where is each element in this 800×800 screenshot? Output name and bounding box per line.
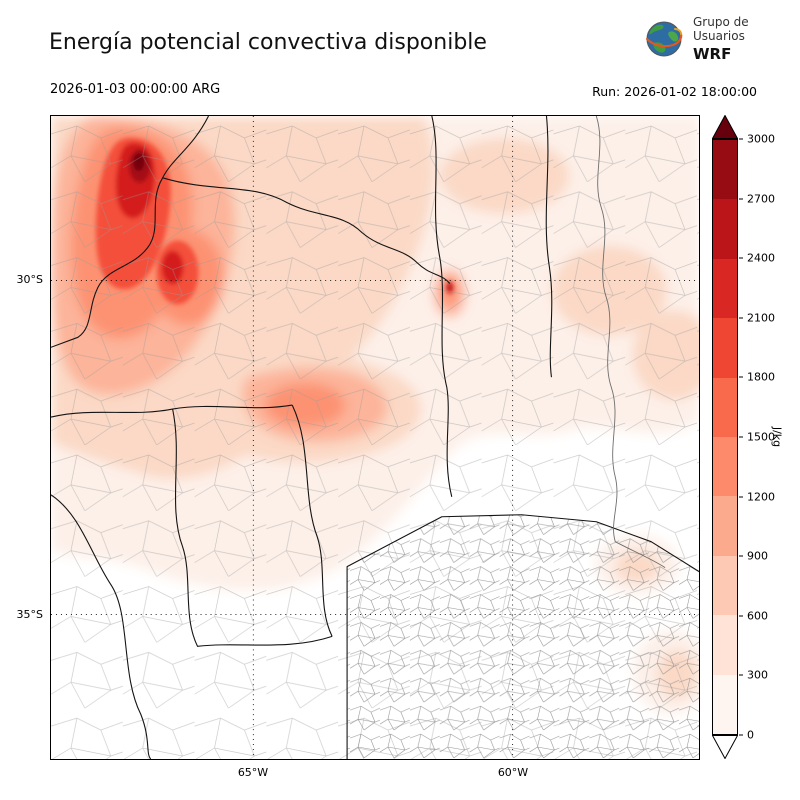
lon-label-60w: 60°W: [497, 766, 529, 779]
colorbar-segment: [713, 496, 737, 556]
colorbar-tick: 1500: [712, 431, 775, 444]
colorbar-segment: [713, 555, 737, 616]
colorbar-segment: [713, 437, 737, 497]
wrf-logo: Grupo de Usuarios WRF: [641, 15, 749, 63]
colorbar-tick: 600: [712, 609, 768, 622]
colorbar-tick: 2100: [712, 311, 775, 324]
province-boundaries: [51, 116, 699, 759]
logo-org-line1: Grupo de: [693, 15, 749, 29]
colorbar-tick: 900: [712, 550, 768, 563]
colorbar-segment: [713, 258, 737, 319]
colorbar-tick: 300: [712, 669, 768, 682]
colorbar-ticks: 3000 2700 2400 2100 1800 1500 1200 900 600 300 0: [712, 133, 782, 742]
colorbar-segment: [713, 674, 737, 735]
valid-time-label: 2026-01-03 00:00:00 ARG: [50, 82, 221, 97]
colorbar-tick: 3000: [712, 133, 775, 146]
globe-icon: [645, 21, 683, 57]
colorbar: [712, 139, 738, 735]
map-canvas: [50, 115, 700, 760]
page-title: Energía potencial convectiva disponible: [49, 30, 487, 55]
colorbar-tick: 2400: [712, 252, 775, 265]
river-line: [595, 116, 666, 568]
colorbar-unit-label: J/kg: [770, 426, 784, 448]
colorbar-segment: [713, 318, 737, 378]
lat-label-30s: 30°S: [16, 273, 43, 286]
logo-model: WRF: [693, 44, 732, 63]
colorbar-tick: 2700: [712, 192, 775, 205]
buenos-aires-partido-mesh: [347, 514, 699, 759]
colorbar-under-arrow: [712, 735, 738, 759]
colorbar-segment: [713, 199, 737, 259]
colorbar-tick: 1800: [712, 371, 775, 384]
colorbar-segment: [713, 140, 737, 200]
logo-org-line2: Usuarios: [693, 29, 745, 44]
lat-label-35s: 35°S: [16, 608, 43, 621]
colorbar-tick: 1200: [712, 490, 775, 503]
colorbar-tick: 0: [712, 729, 754, 742]
graticule-gridlines: [51, 116, 699, 759]
map-svg: [51, 116, 699, 759]
colorbar-over-arrow: [712, 115, 738, 139]
run-time-label: Run: 2026-01-02 18:00:00: [592, 84, 757, 99]
colorbar-segment: [713, 377, 737, 438]
lon-label-65w: 65°W: [237, 766, 269, 779]
colorbar-segment: [713, 615, 737, 675]
